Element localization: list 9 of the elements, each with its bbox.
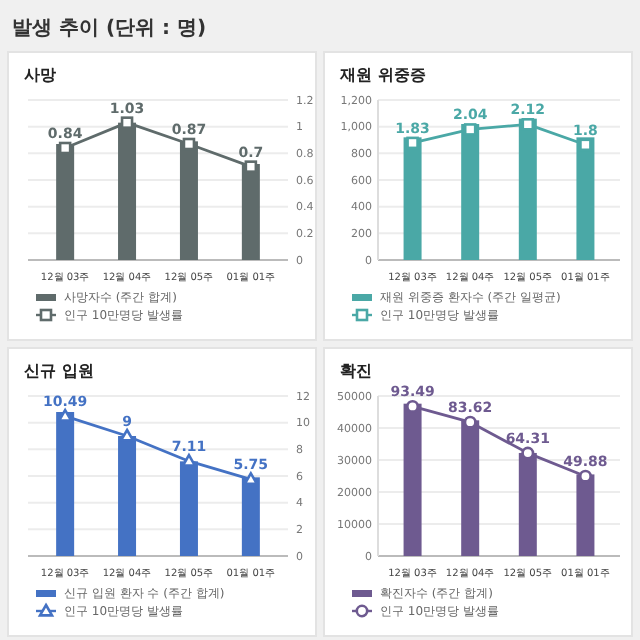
point bbox=[244, 160, 258, 173]
chart-title: 재원 위중증 bbox=[338, 66, 426, 84]
text: 발생 추이 (단위 : 명) bbox=[12, 18, 207, 40]
point bbox=[406, 399, 420, 413]
point bbox=[463, 123, 477, 136]
chart-title: 신규 입원 bbox=[24, 362, 94, 380]
chart-title: 확진 bbox=[340, 362, 372, 380]
chart-title: 사망 bbox=[24, 66, 56, 84]
point bbox=[120, 116, 134, 129]
